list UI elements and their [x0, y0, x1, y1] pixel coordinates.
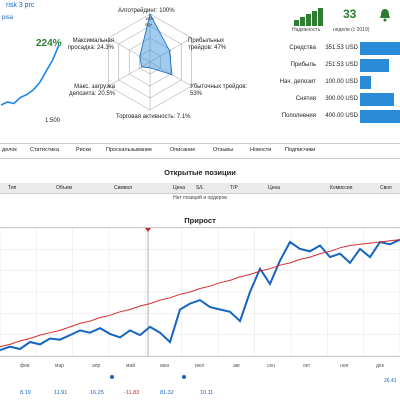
- right-value: 26.41: [384, 378, 397, 384]
- reliability-bar-4: [312, 11, 317, 26]
- bottom-value: 81.32: [160, 390, 174, 396]
- open-positions-title: Открытые позиции: [164, 168, 236, 177]
- radar-label-profit-text: Прибыльных трейдов: 47%: [188, 38, 227, 51]
- bottom-value: 10.11: [200, 390, 214, 396]
- month-label: окт: [303, 363, 311, 369]
- radar-axis: [108, 61, 151, 87]
- weeks-label: недели (с 2019): [333, 27, 370, 33]
- growth-chart-title: Прирост: [184, 216, 216, 225]
- growth-trend-line: [0, 239, 400, 348]
- col-volume: Объем: [56, 185, 72, 191]
- month-label: июн: [160, 363, 170, 369]
- stat-label: Прибыль: [290, 62, 316, 68]
- col-tp: T/P: [230, 185, 238, 191]
- stat-bar: [360, 110, 400, 123]
- growth-marker-top: [145, 228, 151, 232]
- month-label: июл: [195, 363, 205, 369]
- bottom-value: -11.83: [124, 390, 140, 396]
- stat-label: Пополнения: [281, 113, 316, 119]
- tab-description[interactable]: Описание: [170, 147, 196, 153]
- month-label: май: [126, 363, 136, 369]
- mini-growth-line: [0, 44, 60, 106]
- tab-reviews[interactable]: Отзывы: [213, 147, 234, 153]
- col-symbol: Символ: [114, 185, 133, 191]
- month-label: апр: [92, 363, 101, 369]
- stat-value: 351.53 USD: [325, 45, 358, 51]
- positions-empty: Нет позиций и ордеров: [173, 195, 227, 201]
- stat-value: 251.53 USD: [325, 62, 358, 68]
- growth-chart: [0, 227, 400, 357]
- radar-label-drawdown: Максимальная просадка: 24.3%: [66, 38, 114, 52]
- col-commission: Комиссия: [330, 185, 353, 191]
- tab-slippage[interactable]: Проскальзывание: [106, 147, 153, 153]
- positions-header: Тип Объем Символ Цена S/L T/P Цена Комис…: [0, 183, 400, 194]
- radar-grid: [108, 13, 192, 111]
- tab-statistics[interactable]: Статистика: [30, 147, 59, 153]
- stat-bar: [360, 93, 394, 106]
- month-label: сен: [267, 363, 276, 369]
- strategy-title: risk 3 prc: [6, 2, 35, 9]
- marker-dot: [110, 375, 114, 379]
- radar-label-algo: Алготрейдинг: 100%: [118, 8, 175, 14]
- radar-label-drawdown-text: Максимальная просадка: 24.3%: [67, 38, 114, 51]
- radar-label-loss-text: Убыточных трейдов: 53%: [190, 84, 248, 97]
- col-sl: S/L: [196, 185, 204, 191]
- weeks-value: 33: [343, 7, 357, 21]
- month-label: ноя: [340, 363, 349, 369]
- marker-dot: [182, 375, 186, 379]
- reliability-label: Надежность: [292, 27, 321, 33]
- bottom-value: 16.25: [90, 390, 104, 396]
- growth-grid: [0, 228, 400, 356]
- bell-icon[interactable]: [378, 8, 392, 22]
- tab-risks[interactable]: Риски: [76, 147, 91, 153]
- stat-label: Снятия: [295, 96, 316, 102]
- reliability-bar-3: [306, 14, 311, 26]
- stat-bar: [360, 59, 389, 72]
- radar-polygon: [139, 12, 173, 76]
- month-label: дек: [376, 363, 384, 369]
- radar-axis: [108, 37, 151, 63]
- stat-value: 100.00 USD: [325, 79, 358, 85]
- growth-series-main: [0, 238, 400, 352]
- reliability-bar-1: [294, 20, 299, 26]
- chart-markers: [110, 375, 186, 379]
- reliability-bars: [294, 6, 324, 26]
- radar-label-maxload: Макс. загрузка депозита: 20.5%: [65, 84, 115, 98]
- radar-label-profit: Прибыльных трейдов: 47%: [188, 38, 248, 52]
- radar-axis: [149, 37, 192, 63]
- radar-tick-1: 100+: [145, 16, 155, 21]
- stat-value: 400.00 USD: [325, 113, 358, 119]
- month-label: авг: [233, 363, 241, 369]
- tab-bar: делок Статистика Риски Проскальзывание О…: [0, 143, 400, 159]
- radar-tick-2: SD+: [145, 22, 153, 27]
- growth-percent: 224%: [36, 38, 62, 49]
- radar-label-loss: Убыточных трейдов: 53%: [190, 84, 250, 98]
- reliability-bar-2: [300, 17, 305, 26]
- radar-label-activity: Торговая активность: 7.1%: [116, 114, 191, 120]
- radar-chart: [108, 12, 192, 111]
- stat-bar: [360, 76, 371, 89]
- month-label: мар: [55, 363, 64, 369]
- col-type: Тип: [8, 185, 17, 191]
- stat-bar: [360, 42, 400, 55]
- bottom-value: 8.19: [20, 390, 31, 396]
- bottom-value: 11.91: [54, 390, 68, 396]
- stat-label: Нач. депозит: [279, 79, 316, 85]
- tab-subscribers[interactable]: Подписчики: [285, 147, 316, 153]
- col-price2: Цена: [268, 185, 281, 191]
- strategy-subtitle: pisa: [2, 15, 14, 21]
- leverage: 1:500: [45, 118, 61, 124]
- radar-label-maxload-text: Макс. загрузка депозита: 20.5%: [69, 84, 115, 97]
- tab-news[interactable]: Новости: [250, 147, 272, 153]
- col-swap: Своп: [380, 185, 392, 191]
- mini-growth-chart: [0, 44, 60, 106]
- tab-deals[interactable]: делок: [2, 147, 17, 153]
- stat-value: 300.00 USD: [325, 96, 358, 102]
- col-price: Цена: [173, 185, 186, 191]
- stat-label: Средства: [289, 45, 316, 51]
- reliability-bar-5: [318, 8, 323, 26]
- month-label: фев: [20, 363, 30, 369]
